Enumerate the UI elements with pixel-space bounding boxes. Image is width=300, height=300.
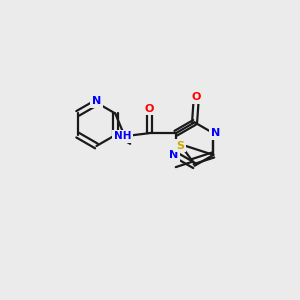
Text: S: S	[176, 140, 184, 151]
Text: N: N	[92, 96, 101, 106]
Text: O: O	[144, 103, 154, 113]
Text: N: N	[169, 150, 178, 160]
Text: NH: NH	[113, 131, 131, 141]
Text: O: O	[191, 92, 201, 102]
Text: N: N	[211, 128, 220, 138]
